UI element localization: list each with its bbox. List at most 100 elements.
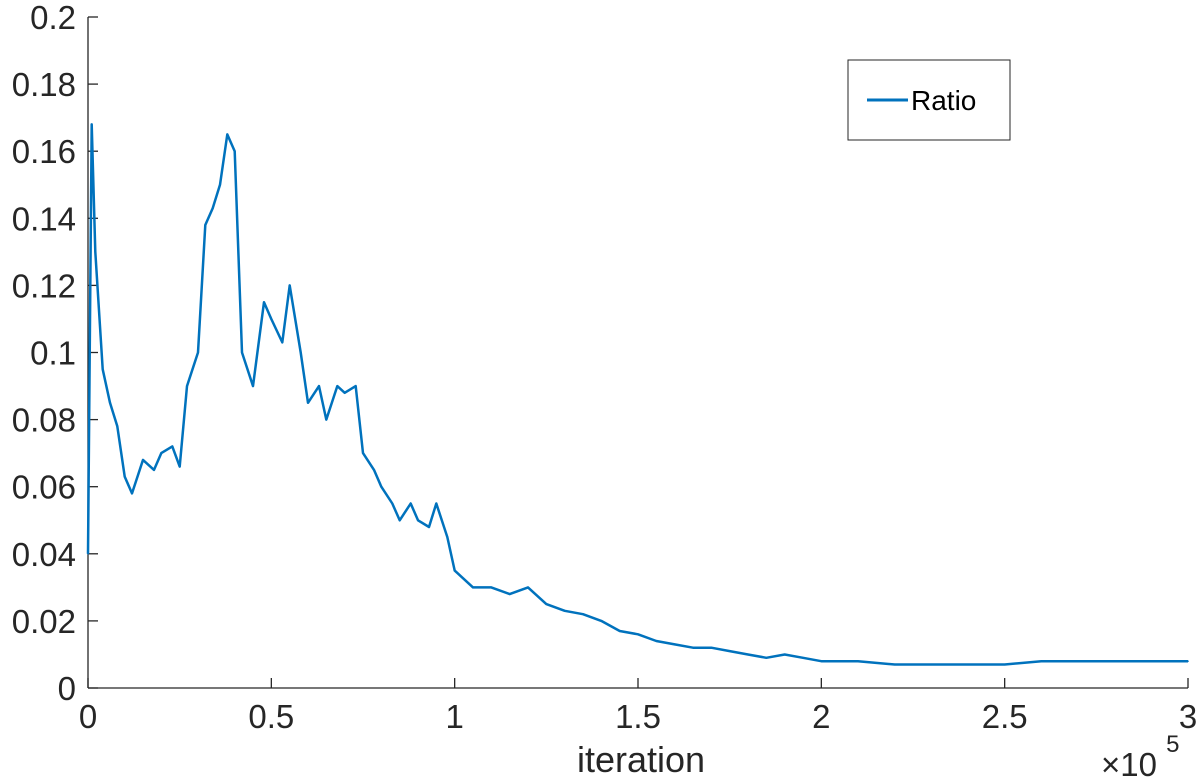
data-point [783,653,786,656]
data-point [219,184,221,186]
y-tick-label: 0.02 [12,603,76,640]
data-point [820,660,823,662]
data-point [153,469,155,471]
x-axis-exponent-base: ×10 [1101,746,1157,779]
data-point [472,586,474,589]
data-point [1077,660,1079,662]
data-point [508,593,511,595]
data-point [582,613,584,615]
data-point [362,452,364,454]
data-point [226,133,229,136]
x-tick-label: 1 [445,698,463,735]
data-point [325,418,328,421]
y-tick-label: 0.06 [12,469,76,506]
data-point [391,502,394,505]
data-point [131,492,133,495]
data-point [637,633,639,636]
data-point [354,385,357,387]
data-point [857,660,859,662]
y-tick-label: 0.04 [12,536,76,573]
data-point [600,620,603,622]
data-point [428,526,430,528]
series-line-ratio [86,123,1188,666]
data-point [204,224,207,226]
data-point [307,402,309,404]
data-point [1003,663,1006,666]
data-point [527,586,529,589]
data-point [318,385,320,387]
data-point [123,475,126,478]
data-point [545,603,548,605]
data-point [211,207,214,209]
data-point [1150,660,1153,662]
data-point [94,251,97,253]
data-point [90,123,93,126]
axes [87,17,1188,689]
data-point [336,385,339,387]
data-point [692,646,694,649]
y-tick-label: 0.12 [12,267,76,304]
ticks: 0 0.5 1 1.5 2 2.5 3 0 0.02 0.04 0.06 0.08 0.1 0.12 0.1… [12,0,1197,735]
x-tick-label: 0.5 [248,698,294,735]
data-point [171,445,174,448]
series [86,123,1189,666]
data-point [1187,660,1189,662]
data-point [893,663,896,666]
data-point [116,425,119,428]
x-axis-exponent: ×10 5 [1101,731,1180,779]
data-point [490,586,493,589]
data-point [435,502,438,505]
data-point [160,452,163,454]
x-axis-exponent-power: 5 [1166,731,1179,758]
data-point [373,469,375,471]
data-point [252,385,254,387]
x-tick-label: 3 [1179,698,1197,735]
data-point [288,284,291,287]
y-tick-label: 0.14 [12,200,76,237]
x-tick-label: 0 [79,698,97,735]
data-point [453,569,456,572]
data-point [398,519,401,522]
data-point [765,657,768,659]
data-point [728,650,731,652]
data-point [186,385,188,387]
data-point [263,301,265,304]
legend: Ratio [847,59,1011,141]
data-point [270,318,273,320]
data-point [1040,660,1043,662]
data-point [101,368,104,371]
data-point [281,341,284,344]
y-tick-label: 0.18 [12,66,76,103]
data-point [417,519,419,522]
data-point [241,351,243,354]
data-point [409,502,412,505]
y-tick-label: 0.16 [12,133,76,170]
x-axis-title: iteration [577,739,705,779]
x-tick-label: 2.5 [982,698,1028,735]
data-point [233,150,236,152]
y-tick-label: 0 [58,670,76,707]
legend-label-ratio: Ratio [911,85,976,116]
data-point [1113,660,1116,662]
x-tick-label: 1.5 [615,698,661,735]
y-tick-label: 0.08 [12,402,76,439]
data-point [380,485,383,488]
y-tick-label: 0.1 [30,335,76,372]
data-point [178,465,181,468]
data-point [343,392,346,394]
data-point [299,351,302,354]
y-tick-label: 0.2 [30,0,76,36]
data-point [197,351,199,354]
data-point [87,553,89,555]
data-point [710,646,713,649]
data-point [802,657,804,659]
data-point [747,653,749,656]
data-point [563,610,566,612]
data-point [109,402,111,404]
data-point [930,663,933,666]
data-point [618,630,621,632]
data-point [655,640,658,642]
x-tick-label: 2 [812,698,830,735]
data-point [673,643,676,646]
